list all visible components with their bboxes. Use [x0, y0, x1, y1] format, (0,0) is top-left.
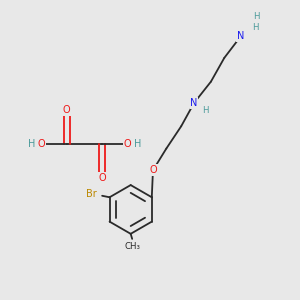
- Text: O: O: [63, 106, 70, 116]
- Text: H: H: [134, 139, 141, 149]
- Text: N: N: [237, 32, 244, 41]
- Text: N: N: [190, 98, 198, 108]
- Text: H: H: [252, 23, 259, 32]
- Text: Br: Br: [86, 189, 97, 199]
- Text: H: H: [202, 106, 208, 115]
- Text: O: O: [124, 139, 131, 149]
- Text: H: H: [253, 12, 260, 21]
- Text: H: H: [28, 139, 36, 149]
- Text: O: O: [99, 172, 106, 183]
- Text: CH₃: CH₃: [124, 242, 140, 251]
- Text: O: O: [149, 165, 157, 175]
- Text: O: O: [38, 139, 45, 149]
